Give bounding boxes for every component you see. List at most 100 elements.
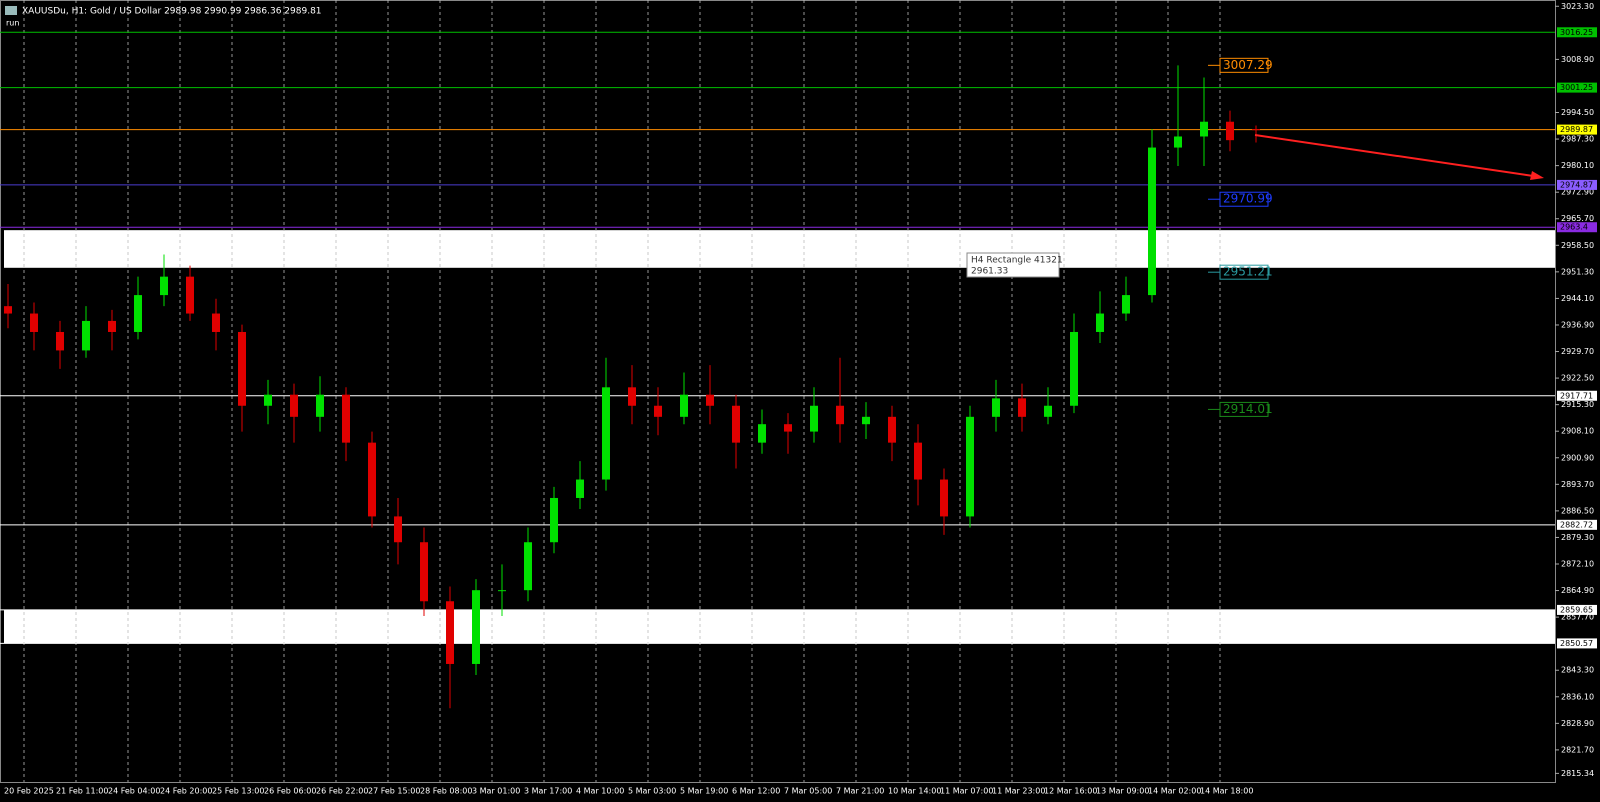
level-label: 2917.71 bbox=[1560, 391, 1593, 400]
y-tick-label: 2815.34 bbox=[1561, 769, 1594, 778]
x-tick-label: 10 Mar 14:00 bbox=[888, 787, 941, 796]
price-label-box bbox=[1219, 401, 1269, 417]
candle-body bbox=[134, 295, 142, 332]
candle-body bbox=[706, 394, 714, 406]
y-tick-label: 3008.90 bbox=[1561, 55, 1594, 64]
x-tick-label: 28 Feb 08:00 bbox=[420, 787, 472, 796]
candle-body bbox=[992, 398, 1000, 417]
zone-band bbox=[4, 230, 1555, 268]
level-label: 2963.4 bbox=[1560, 223, 1588, 232]
x-tick-label: 26 Feb 06:00 bbox=[264, 787, 316, 796]
candle-body bbox=[862, 416, 870, 425]
y-tick-label: 3023.30 bbox=[1561, 2, 1594, 11]
candle-body bbox=[1122, 295, 1130, 314]
x-tick-label: 6 Mar 12:00 bbox=[732, 787, 780, 796]
candle-body bbox=[82, 320, 90, 351]
candle-body bbox=[758, 424, 766, 443]
x-tick-label: 27 Feb 15:00 bbox=[368, 787, 420, 796]
y-tick-label: 2828.90 bbox=[1561, 719, 1594, 728]
candle-body bbox=[888, 416, 896, 443]
candle-body bbox=[628, 387, 636, 406]
y-tick-label: 2980.10 bbox=[1561, 161, 1594, 170]
candle-body bbox=[212, 313, 220, 332]
tooltip-name: H4 Rectangle 41321 bbox=[971, 256, 1063, 266]
candle-body bbox=[1174, 136, 1182, 148]
candle-body bbox=[316, 394, 324, 417]
x-tick-label: 24 Feb 04:00 bbox=[108, 787, 160, 796]
y-tick-label: 2994.50 bbox=[1561, 108, 1594, 117]
x-tick-label: 26 Feb 22:00 bbox=[316, 787, 368, 796]
x-tick-label: 11 Mar 07:00 bbox=[940, 787, 993, 796]
candle-body bbox=[732, 405, 740, 443]
level-label-bg bbox=[1557, 604, 1597, 615]
y-tick-label: 2922.50 bbox=[1561, 374, 1594, 383]
y-tick-label: 2972.90 bbox=[1561, 188, 1594, 197]
price-label: 3007.29 bbox=[1223, 58, 1273, 72]
candle-body bbox=[472, 590, 480, 664]
header-title: XAUUSDu, H1: Gold / US Dollar 2989.98 29… bbox=[22, 7, 322, 17]
y-tick-label: 2893.70 bbox=[1561, 480, 1594, 489]
x-tick-label: 14 Mar 02:00 bbox=[1148, 787, 1201, 796]
y-tick-label: 2843.30 bbox=[1561, 666, 1594, 675]
candle-body bbox=[160, 276, 168, 296]
price-label: 2951.21 bbox=[1223, 265, 1273, 279]
y-tick-label: 2821.70 bbox=[1561, 745, 1594, 754]
candle-body bbox=[1200, 121, 1208, 137]
candle-body bbox=[1226, 121, 1234, 141]
candle-body bbox=[446, 601, 454, 664]
y-tick-label: 2936.90 bbox=[1561, 320, 1594, 329]
candle-body bbox=[264, 394, 272, 406]
level-label: 2989.87 bbox=[1560, 125, 1593, 134]
candle-body bbox=[290, 394, 298, 417]
price-label-box bbox=[1219, 191, 1269, 207]
x-tick-label: 3 Mar 17:00 bbox=[524, 787, 572, 796]
level-label: 2850.57 bbox=[1560, 639, 1593, 648]
level-label-bg bbox=[1557, 222, 1597, 233]
level-label-bg bbox=[1557, 390, 1597, 401]
y-tick-label: 2987.30 bbox=[1561, 135, 1594, 144]
candle-body bbox=[1096, 313, 1104, 332]
candle-body bbox=[602, 387, 610, 480]
level-label: 2974.87 bbox=[1560, 180, 1593, 189]
candle-body bbox=[680, 394, 688, 417]
y-tick-label: 2965.70 bbox=[1561, 214, 1594, 223]
level-label-bg bbox=[1557, 179, 1597, 190]
x-tick-label: 5 Mar 03:00 bbox=[628, 787, 676, 796]
arrow-head bbox=[1530, 171, 1544, 180]
level-label-bg bbox=[1557, 27, 1597, 38]
price-label: 2914.01 bbox=[1223, 402, 1273, 416]
x-tick-label: 24 Feb 20:00 bbox=[160, 787, 212, 796]
level-label-bg bbox=[1557, 638, 1597, 649]
x-tick-label: 25 Feb 13:00 bbox=[212, 787, 264, 796]
candle-body bbox=[940, 479, 948, 517]
level-label-bg bbox=[1557, 519, 1597, 530]
x-tick-label: 20 Feb 2025 bbox=[4, 787, 54, 796]
header-icon bbox=[5, 6, 17, 15]
level-label: 3001.25 bbox=[1560, 83, 1593, 92]
x-tick-label: 7 Mar 21:00 bbox=[836, 787, 884, 796]
candle-body bbox=[914, 442, 922, 480]
candle-body bbox=[186, 276, 194, 314]
level-label: 2859.65 bbox=[1560, 605, 1593, 614]
y-tick-label: 2886.50 bbox=[1561, 506, 1594, 515]
x-tick-label: 21 Feb 11:00 bbox=[56, 787, 108, 796]
y-tick-label: 2944.10 bbox=[1561, 294, 1594, 303]
x-tick-label: 5 Mar 19:00 bbox=[680, 787, 728, 796]
level-label: 3016.25 bbox=[1560, 28, 1593, 37]
candle-body bbox=[238, 331, 246, 406]
candle-body bbox=[966, 416, 974, 517]
candle-body bbox=[56, 331, 64, 351]
y-tick-label: 2908.10 bbox=[1561, 427, 1594, 436]
x-tick-label: 13 Mar 09:00 bbox=[1096, 787, 1149, 796]
y-tick-label: 2872.10 bbox=[1561, 559, 1594, 568]
candle-body bbox=[1148, 147, 1156, 296]
y-tick-label: 2929.70 bbox=[1561, 347, 1594, 356]
level-label-bg bbox=[1557, 124, 1597, 135]
y-tick-label: 2958.50 bbox=[1561, 241, 1594, 250]
price-label: 2970.99 bbox=[1223, 192, 1273, 206]
candle-body bbox=[836, 405, 844, 425]
x-tick-label: 4 Mar 10:00 bbox=[576, 787, 624, 796]
x-tick-label: 3 Mar 01:00 bbox=[472, 787, 520, 796]
x-tick-label: 14 Mar 18:00 bbox=[1200, 787, 1253, 796]
